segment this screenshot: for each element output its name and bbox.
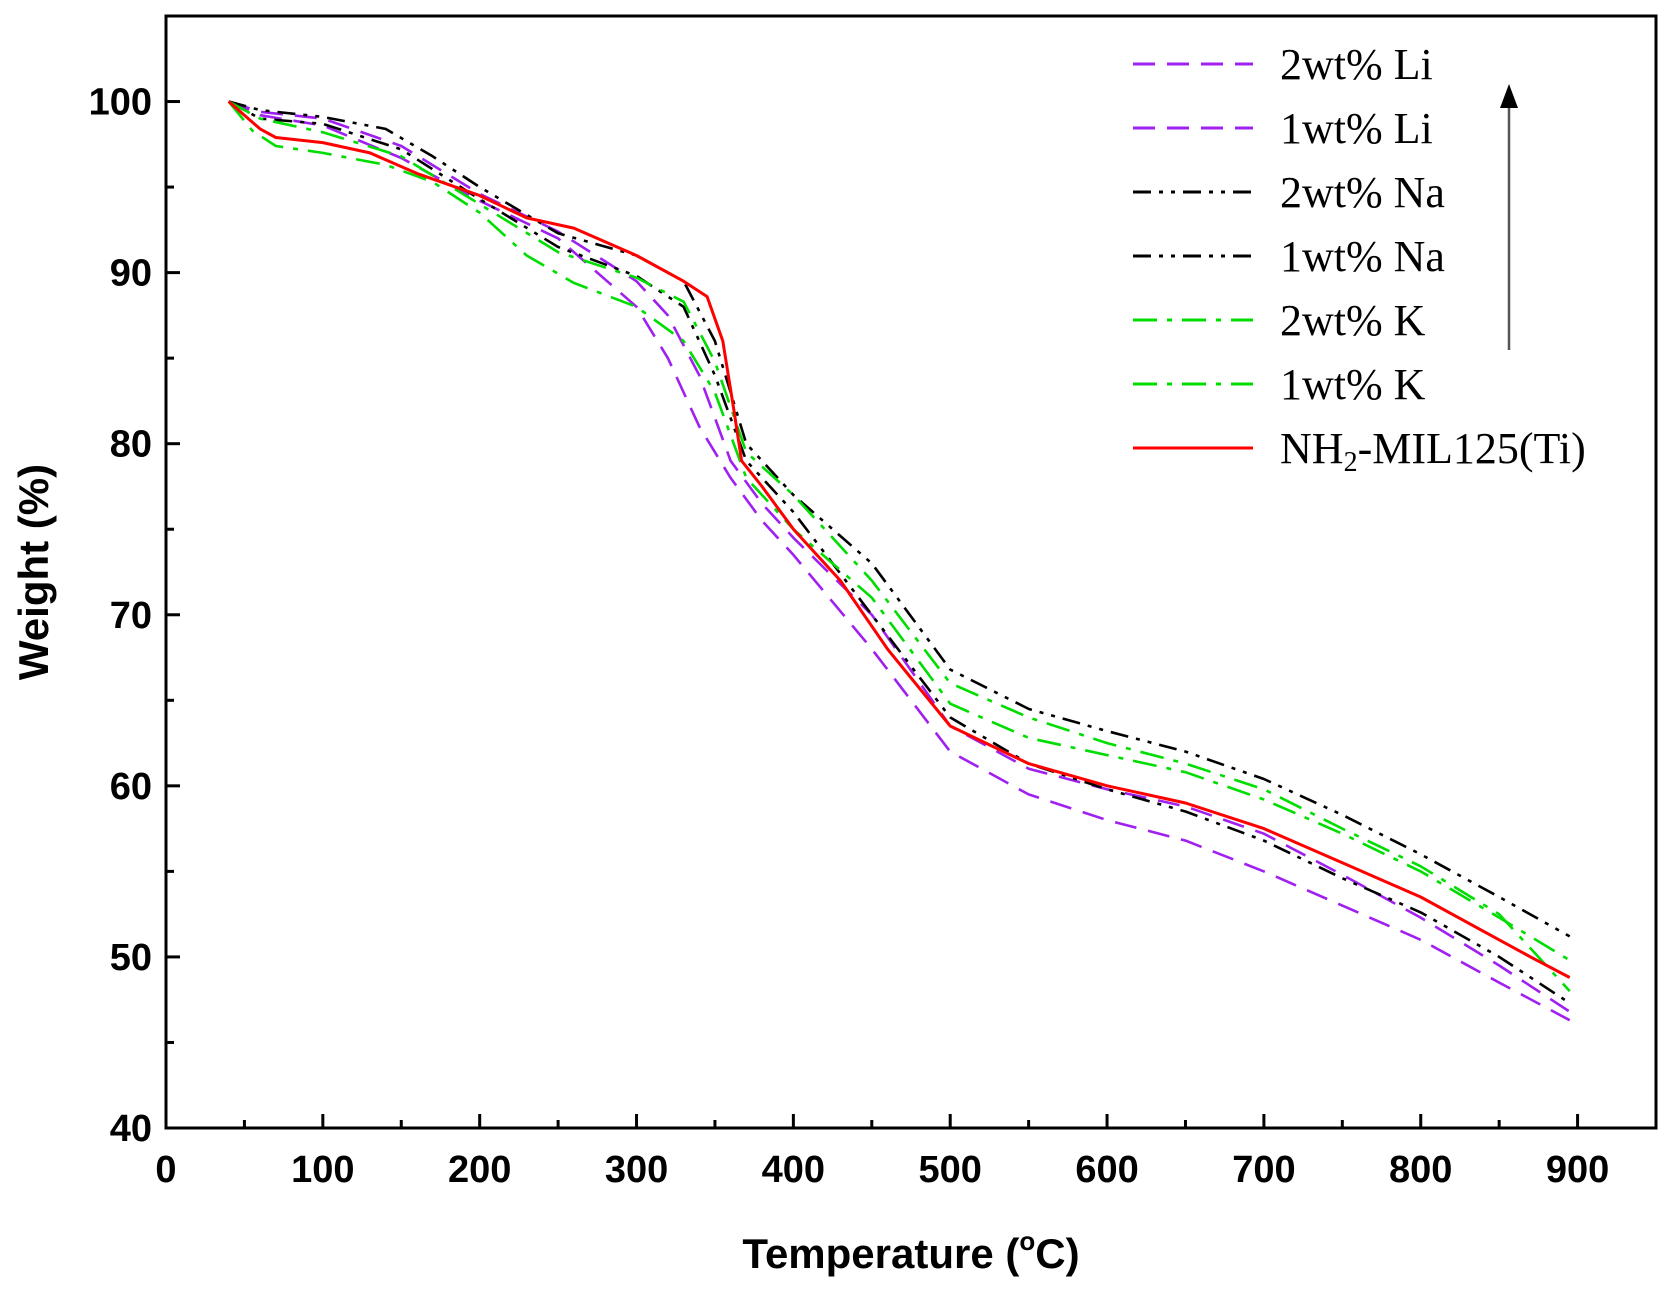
x-tick-label: 500 — [919, 1149, 982, 1191]
x-axis-degree-sign: o — [1019, 1226, 1035, 1256]
x-tick-label: 300 — [605, 1149, 668, 1191]
series-line — [228, 100, 1571, 992]
legend-label: 2wt% K — [1280, 296, 1426, 345]
y-tick-label: 70 — [110, 595, 152, 637]
y-tick-label: 60 — [110, 766, 152, 808]
x-tick-label: 200 — [448, 1149, 511, 1191]
legend-label: 2wt% Na — [1280, 168, 1445, 217]
x-tick-label: 900 — [1546, 1149, 1609, 1191]
legend-label: 1wt% K — [1280, 360, 1426, 409]
series-line — [228, 100, 1571, 1005]
x-tick-label: 400 — [762, 1149, 825, 1191]
series-line — [227, 100, 1571, 962]
x-axis-title-main: Temperature ( — [742, 1230, 1019, 1277]
series-line — [228, 100, 1571, 1013]
legend-label: 1wt% Na — [1280, 232, 1445, 281]
y-tick-label: 80 — [110, 424, 152, 466]
y-tick-label: 50 — [110, 937, 152, 979]
x-tick-label: 0 — [155, 1149, 176, 1191]
legend-label: NH2-MIL125(Ti) — [1280, 424, 1586, 478]
y-tick-label: 90 — [110, 253, 152, 295]
series-line — [227, 100, 1571, 979]
ticks-layer: 0 100 200 300 400 500 600 700 800 900 40 50 60 70 80 90… — [89, 82, 1610, 1191]
legend: 2wt% Li 1wt% Li 2wt% Na 1wt% Na 2wt% K 1wt% K… — [1133, 40, 1586, 478]
legend-label: 1wt% Li — [1280, 104, 1433, 153]
series-line — [228, 100, 1571, 1022]
x-tick-label: 600 — [1075, 1149, 1138, 1191]
legend-arrow-head — [1500, 84, 1518, 108]
y-tick-label: 40 — [110, 1108, 152, 1150]
x-axis-title: Temperature (oC) — [742, 1226, 1079, 1277]
y-tick-label: 100 — [89, 82, 152, 124]
series-line — [228, 100, 1571, 938]
series-layer — [227, 100, 1571, 1022]
x-axis-title-unit: C) — [1035, 1230, 1079, 1277]
plot-frame — [164, 14, 1658, 1130]
y-axis-title: Weight (%) — [10, 464, 57, 680]
x-tick-label: 800 — [1389, 1149, 1452, 1191]
legend-label: 2wt% Li — [1280, 40, 1433, 89]
x-tick-label: 100 — [291, 1149, 354, 1191]
x-tick-label: 700 — [1232, 1149, 1295, 1191]
